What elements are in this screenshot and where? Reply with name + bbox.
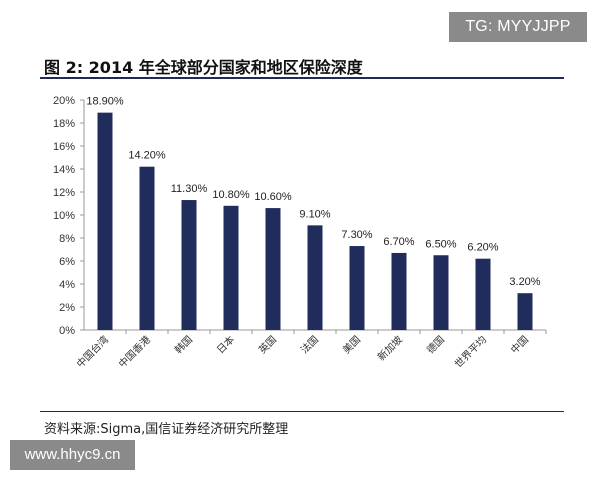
y-tick-label: 6% [59, 256, 75, 268]
watermark: www.hhyc9.cn [10, 440, 135, 470]
y-tick-label: 2% [59, 302, 75, 314]
bar [223, 205, 239, 330]
data-label: 6.50% [425, 238, 456, 250]
bar [307, 225, 323, 330]
title-rule [40, 77, 564, 79]
x-category-label: 英国 [256, 333, 279, 356]
source-note: 资料来源:Sigma,国信证券经济研究所整理 [44, 422, 289, 437]
y-tick-label: 12% [53, 187, 75, 199]
source-rule [40, 411, 564, 412]
y-tick-label: 14% [53, 164, 75, 176]
data-label: 10.80% [212, 189, 250, 201]
data-label: 11.30% [171, 183, 208, 195]
y-tick-label: 10% [53, 210, 75, 222]
y-tick-label: 20% [53, 95, 75, 107]
bar [97, 112, 113, 331]
x-category-label: 中国台湾 [74, 333, 111, 370]
x-category-label: 法国 [298, 333, 321, 356]
y-tick-label: 0% [59, 325, 75, 337]
bar [181, 200, 197, 330]
x-category-label: 世界平均 [452, 334, 489, 371]
data-label: 6.20% [467, 242, 498, 254]
bar [265, 208, 281, 330]
x-category-label: 中国 [508, 333, 531, 356]
bar [349, 246, 365, 330]
x-category-label: 美国 [340, 333, 363, 356]
data-label: 14.20% [128, 150, 166, 162]
y-tick-label: 4% [59, 279, 75, 291]
x-category-label: 中国香港 [116, 333, 153, 370]
data-label: 3.20% [509, 276, 540, 288]
x-category-label: 新加坡 [375, 333, 405, 363]
bar [517, 293, 533, 330]
bar [139, 166, 155, 330]
data-label: 6.70% [383, 236, 414, 248]
data-label: 7.30% [341, 229, 372, 241]
bar [433, 255, 449, 330]
x-category-label: 日本 [214, 333, 237, 356]
data-label: 9.10% [299, 208, 330, 220]
bar [391, 252, 407, 330]
data-label: 10.60% [254, 191, 292, 203]
y-tick-label: 16% [53, 141, 75, 153]
figure-title: 图 2: 2014 年全球部分国家和地区保险深度 [44, 58, 363, 77]
data-label: 18.90% [86, 96, 124, 108]
y-tick-label: 8% [59, 233, 75, 245]
bar [475, 258, 491, 330]
x-category-label: 韩国 [172, 333, 195, 356]
tg-badge: TG: MYYJJPP [449, 12, 587, 42]
bar-chart: 0% 2% 4% 6% 8% 10% 12% 14% 16% 18% 20% 18.90% 中国台湾 14… [53, 95, 547, 371]
y-tick-label: 18% [53, 118, 75, 130]
x-category-label: 德国 [424, 333, 447, 356]
